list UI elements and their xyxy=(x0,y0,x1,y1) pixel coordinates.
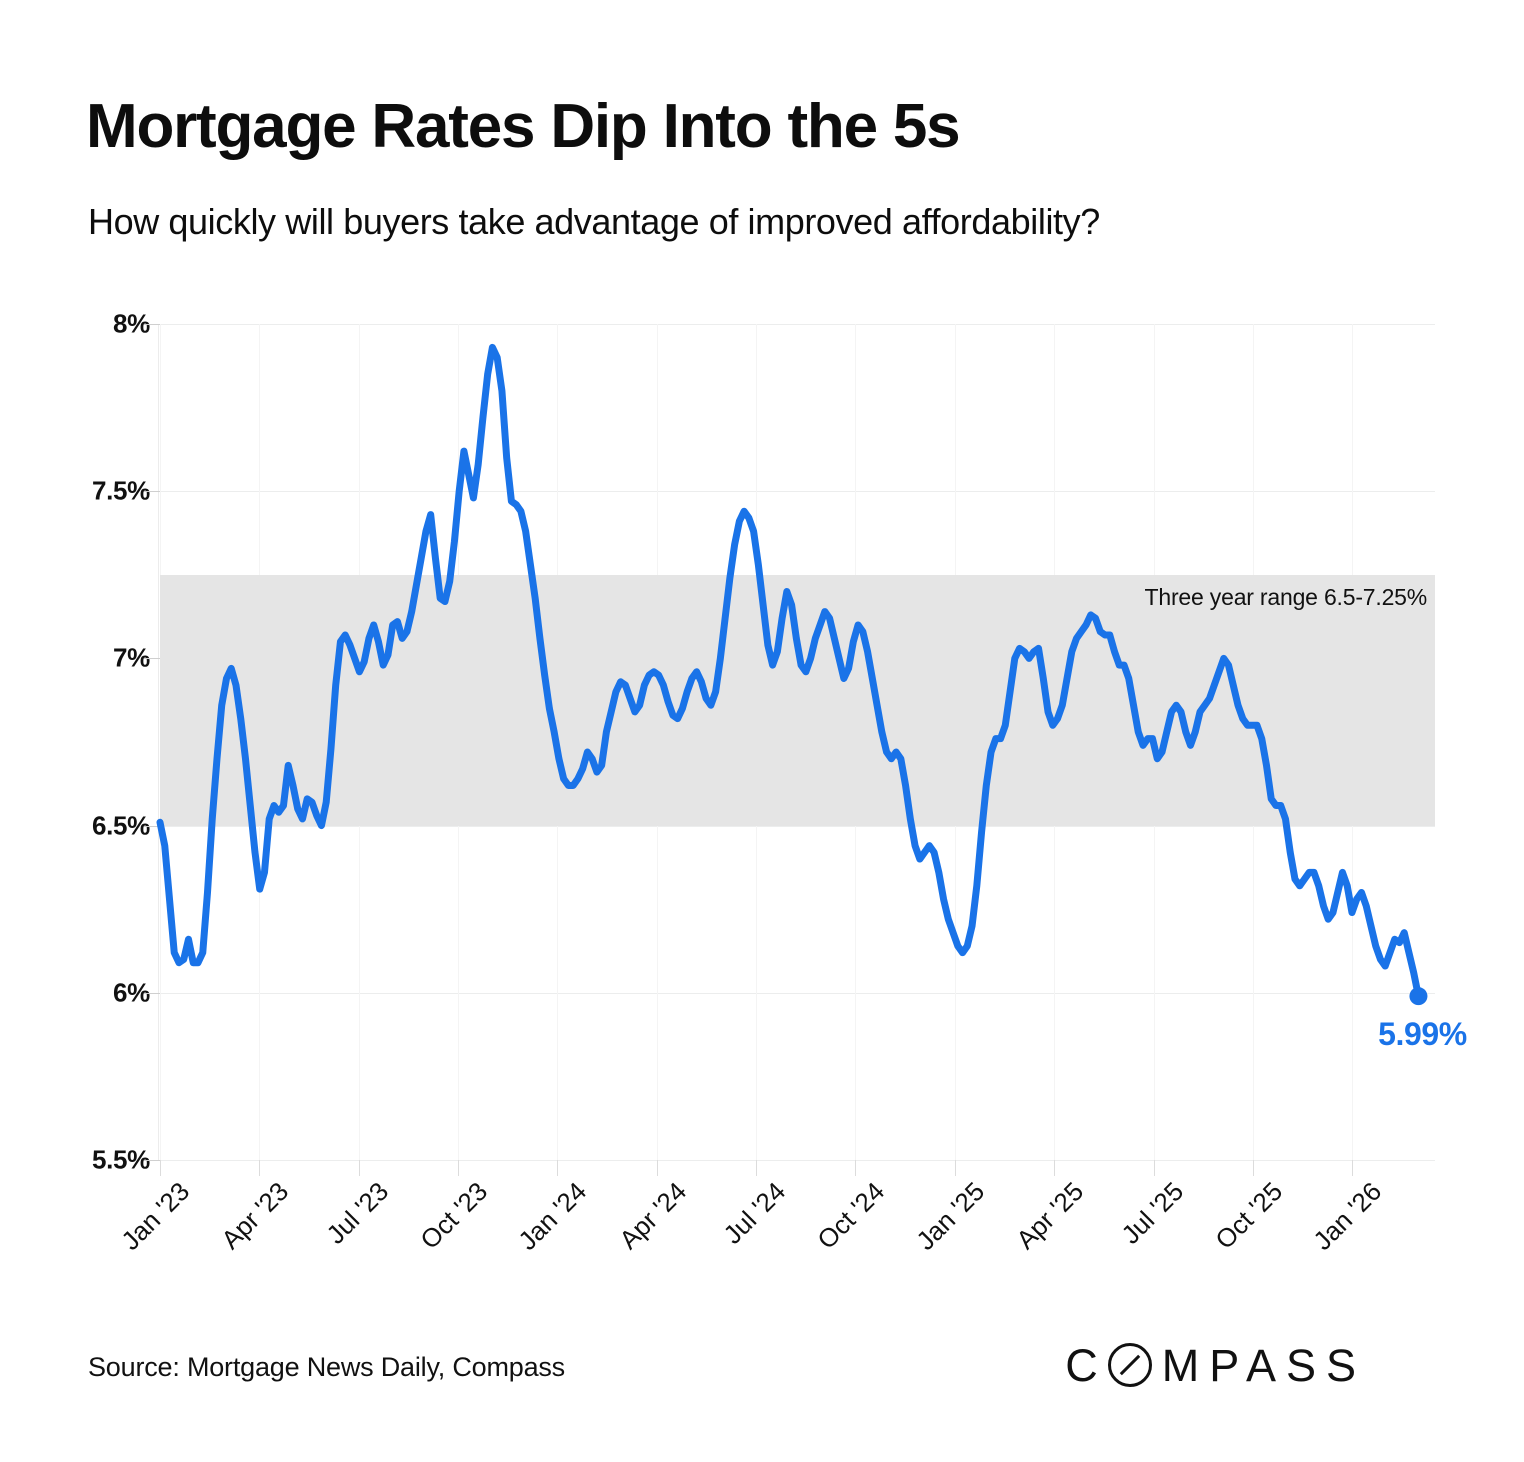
compass-logo-c: C xyxy=(1065,1339,1108,1391)
y-axis-tick-label: 8% xyxy=(113,308,150,339)
y-axis-line xyxy=(158,324,159,1160)
compass-logo-text: C MPASS xyxy=(1065,1343,1366,1388)
x-axis-tick-label: Jan '24 xyxy=(512,1176,593,1256)
chart-plot-area: Three year range 6.5-7.25% 8% 7.5% 7% 6.5% 6… xyxy=(92,309,1467,1256)
gridline xyxy=(160,825,1435,827)
x-axis-tick-label: Apr '23 xyxy=(215,1176,295,1255)
x-axis-tick-mark xyxy=(1153,1160,1155,1176)
y-axis-tick-label: 7% xyxy=(113,642,150,673)
source-note: Source: Mortgage News Daily, Compass xyxy=(88,1352,565,1382)
gridline xyxy=(160,1160,1435,1161)
x-axis-tick-label: Apr '24 xyxy=(613,1176,692,1255)
x-axis-tick-label: Apr '25 xyxy=(1010,1176,1090,1255)
y-axis-tick-label: 6.5% xyxy=(91,810,150,841)
x-axis-tick-label: Oct '25 xyxy=(1209,1176,1289,1255)
y-axis-tick-mark xyxy=(144,658,160,660)
x-axis-tick-label: Jan '25 xyxy=(910,1176,991,1256)
x-axis-tick-mark xyxy=(259,1160,261,1176)
x-axis-tick-mark xyxy=(1054,1160,1056,1176)
gridline xyxy=(160,491,1435,493)
page-subtitle: How quickly will buyers take advantage o… xyxy=(88,201,1100,242)
x-axis-tick-mark xyxy=(557,1160,559,1176)
x-axis-tick-mark xyxy=(358,1160,360,1176)
endpoint-value-label: 5.99% xyxy=(1378,1016,1467,1053)
x-axis-tick-mark xyxy=(1252,1160,1254,1176)
series-endpoint-marker xyxy=(1409,987,1428,1006)
y-axis-tick-mark xyxy=(144,324,160,325)
y-axis-tick-mark xyxy=(144,491,160,493)
y-axis-tick-mark xyxy=(144,992,160,994)
y-axis-tick-label: 5.5% xyxy=(91,1144,150,1175)
x-axis-tick-label: Jul '23 xyxy=(320,1176,394,1250)
x-axis-tick-mark xyxy=(855,1160,857,1176)
compass-logo: C MPASS xyxy=(1065,1338,1366,1392)
gridline xyxy=(160,324,1435,325)
x-axis-tick-mark xyxy=(458,1160,460,1176)
x-axis-tick-label: Oct '23 xyxy=(414,1176,494,1255)
x-axis-tick-mark xyxy=(656,1160,658,1176)
x-axis-tick-label: Jan '26 xyxy=(1307,1176,1388,1256)
compass-slashed-o-icon xyxy=(1107,1343,1152,1387)
x-axis-tick-mark xyxy=(1352,1160,1354,1176)
y-axis-tick-mark xyxy=(144,1160,160,1161)
x-axis-tick-label: Jul '24 xyxy=(717,1176,792,1250)
three-year-range-band: Three year range 6.5-7.25% xyxy=(160,574,1435,826)
y-axis-tick-label: 6% xyxy=(113,977,150,1008)
page-title: Mortgage Rates Dip Into the 5s xyxy=(86,92,961,161)
x-axis-tick-mark xyxy=(756,1160,758,1176)
x-axis-tick-label: Jul '25 xyxy=(1114,1176,1189,1250)
range-band-label: Three year range 6.5-7.25% xyxy=(1144,583,1428,610)
x-axis-tick-mark xyxy=(160,1160,161,1176)
y-axis-tick-mark xyxy=(144,825,160,827)
x-axis-tick-label: Oct '24 xyxy=(811,1176,891,1255)
gridline xyxy=(160,992,1435,994)
x-axis-tick-label: Jan '23 xyxy=(115,1176,196,1256)
x-axis-tick-mark xyxy=(954,1160,956,1176)
mortgage-rate-line-series xyxy=(156,343,1428,1006)
y-axis-tick-label: 7.5% xyxy=(91,475,150,506)
compass-logo-rest: MPASS xyxy=(1161,1339,1366,1391)
